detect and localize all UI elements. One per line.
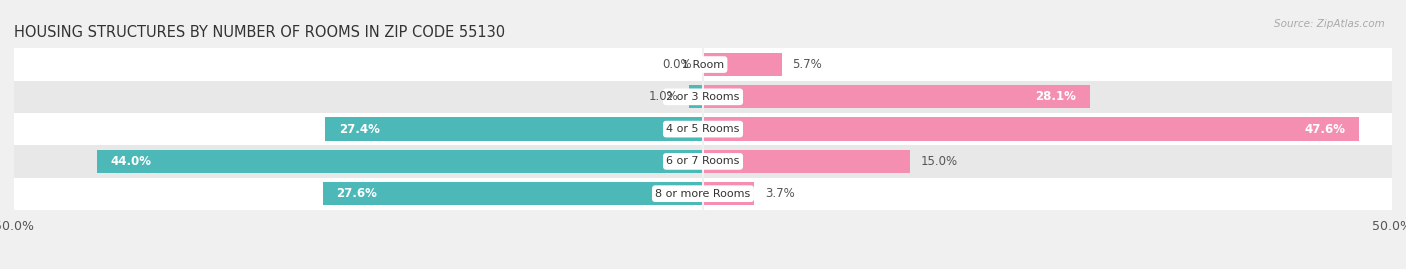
Bar xyxy=(14,81,1392,113)
Text: 6 or 7 Rooms: 6 or 7 Rooms xyxy=(666,156,740,167)
Bar xyxy=(703,53,782,76)
Text: 3.7%: 3.7% xyxy=(765,187,794,200)
Text: 27.6%: 27.6% xyxy=(336,187,377,200)
Bar xyxy=(97,150,703,173)
Bar xyxy=(703,118,1358,141)
Text: 1.0%: 1.0% xyxy=(648,90,678,103)
Bar xyxy=(14,178,1392,210)
Text: Source: ZipAtlas.com: Source: ZipAtlas.com xyxy=(1274,19,1385,29)
Bar xyxy=(703,150,910,173)
Bar xyxy=(14,145,1392,178)
Text: 27.4%: 27.4% xyxy=(339,123,380,136)
Text: 44.0%: 44.0% xyxy=(111,155,152,168)
Text: 15.0%: 15.0% xyxy=(921,155,957,168)
Bar xyxy=(325,118,703,141)
Text: 47.6%: 47.6% xyxy=(1305,123,1346,136)
Bar xyxy=(14,113,1392,145)
Text: 1 Room: 1 Room xyxy=(682,59,724,70)
Text: 5.7%: 5.7% xyxy=(793,58,823,71)
Bar xyxy=(14,48,1392,81)
Text: HOUSING STRUCTURES BY NUMBER OF ROOMS IN ZIP CODE 55130: HOUSING STRUCTURES BY NUMBER OF ROOMS IN… xyxy=(14,25,505,40)
Bar xyxy=(689,85,703,108)
Bar xyxy=(703,85,1090,108)
Bar xyxy=(323,182,703,205)
Text: 4 or 5 Rooms: 4 or 5 Rooms xyxy=(666,124,740,134)
Text: 0.0%: 0.0% xyxy=(662,58,692,71)
Bar xyxy=(703,182,754,205)
Legend: Owner-occupied, Renter-occupied: Owner-occupied, Renter-occupied xyxy=(568,264,838,269)
Text: 2 or 3 Rooms: 2 or 3 Rooms xyxy=(666,92,740,102)
Text: 8 or more Rooms: 8 or more Rooms xyxy=(655,189,751,199)
Text: 28.1%: 28.1% xyxy=(1036,90,1077,103)
